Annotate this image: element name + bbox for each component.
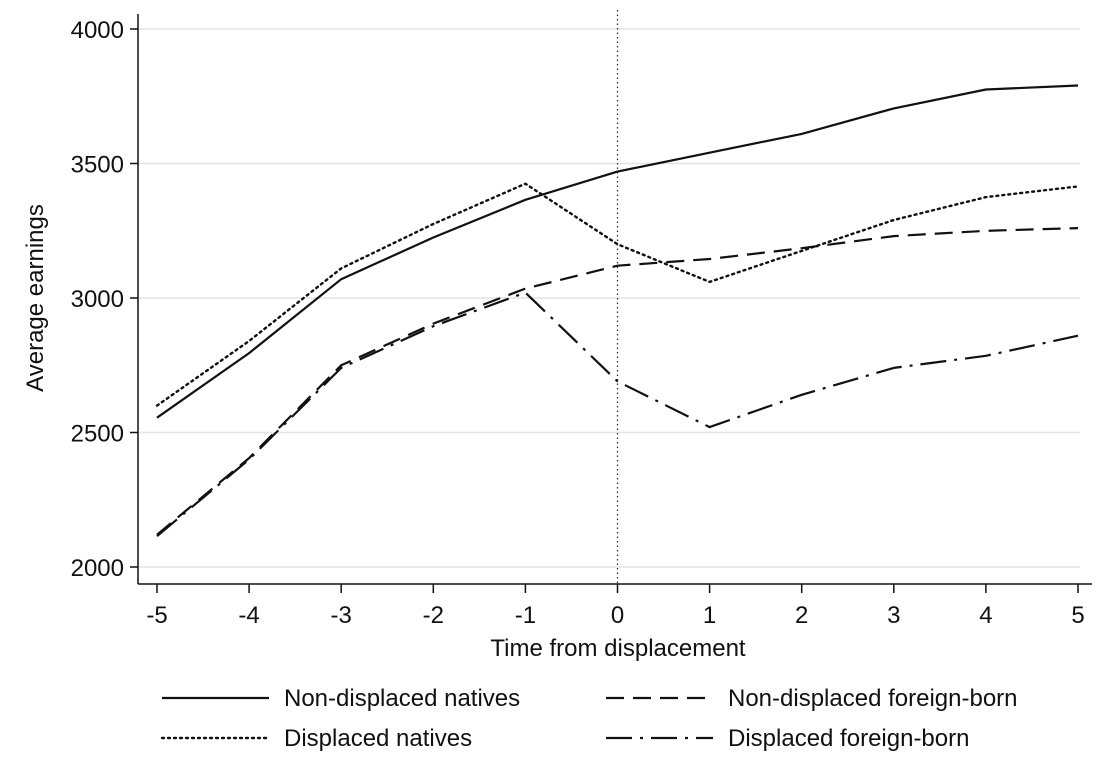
axes: 2000 2500 3000 3500 4000 -5 -4 -3 -2 -1 0 1 2 3 4 5: [71, 14, 1092, 629]
x-tick-label: 5: [1071, 602, 1084, 629]
x-tick-label: -1: [515, 602, 536, 629]
y-tick-label: 2000: [71, 555, 124, 582]
series-line-displaced-foreign-born: [156, 291, 1079, 537]
x-tick-label: 1: [703, 602, 716, 629]
series-line-displaced-natives: [155, 182, 1080, 407]
x-tick-label: -3: [331, 602, 352, 629]
series-lines: [155, 84, 1080, 537]
y-tick-label: 3000: [71, 286, 124, 313]
gridlines: [138, 28, 1080, 568]
x-tick-label: 2: [795, 602, 808, 629]
y-axis-title: Average earnings: [22, 204, 49, 392]
y-tick-label: 4000: [71, 17, 124, 44]
x-tick-label: 3: [887, 602, 900, 629]
legend-label: Displaced natives: [284, 725, 472, 752]
legend-label: Non-displaced foreign-born: [728, 685, 1018, 712]
x-tick-label: -2: [423, 602, 444, 629]
y-tick-label: 2500: [71, 421, 124, 448]
x-tick-label: -5: [146, 602, 167, 629]
series-line-non-displaced-foreign-born: [156, 227, 1079, 536]
legend-label: Displaced foreign-born: [728, 725, 969, 752]
x-tick-label: 4: [979, 602, 992, 629]
legend-label: Non-displaced natives: [284, 685, 520, 712]
series-line-non-displaced-natives: [156, 84, 1079, 419]
x-tick-label: 0: [611, 602, 624, 629]
legend: Non-displaced natives Non-displaced forei…: [160, 685, 1018, 752]
x-axis-title: Time from displacement: [490, 635, 746, 662]
y-tick-label: 3500: [71, 152, 124, 179]
x-tick-label: -4: [238, 602, 259, 629]
